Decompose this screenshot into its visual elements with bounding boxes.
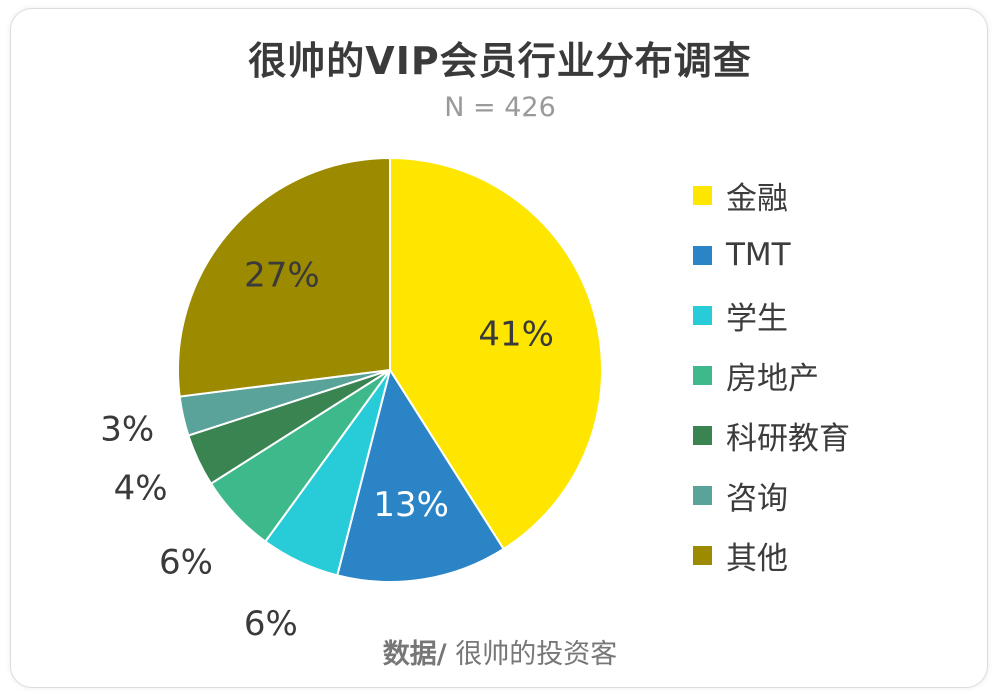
pie-label-tmt: 13% xyxy=(373,485,449,525)
legend-swatch xyxy=(693,545,712,565)
legend-item-real-estate: 房地产 xyxy=(693,345,850,405)
legend-item-student: 学生 xyxy=(693,285,850,345)
legend-swatch xyxy=(693,185,712,205)
legend-label: 科研教育 xyxy=(726,420,850,457)
legend-swatch xyxy=(693,485,712,505)
pie-slice-finance xyxy=(389,156,604,551)
legend-item-other: 其他 xyxy=(693,525,850,585)
legend-label: 金融 xyxy=(726,180,788,217)
chart-subtitle: N = 426 xyxy=(444,92,556,123)
legend-label: 咨询 xyxy=(726,480,788,517)
source-note: 数据/ 很帅的投资客 xyxy=(0,632,1000,671)
legend-label: 房地产 xyxy=(726,360,819,397)
legend: 金融 TMT 学生 房地产 科研教育 咨询 其他 xyxy=(693,165,850,585)
legend-swatch xyxy=(693,245,712,265)
legend-label: TMT xyxy=(726,237,791,273)
pie-label-research-education: 4% xyxy=(114,468,168,508)
legend-swatch xyxy=(693,425,712,445)
pie-label-real-estate: 6% xyxy=(159,543,213,583)
legend-swatch xyxy=(693,365,712,385)
chart-title: 很帅的VIP会员行业分布调查 xyxy=(248,39,752,83)
source-text: 很帅的投资客 xyxy=(446,639,618,670)
legend-item-tmt: TMT xyxy=(693,225,850,285)
pie-label-student: 6% xyxy=(244,604,298,644)
legend-swatch xyxy=(693,305,712,325)
legend-label: 学生 xyxy=(726,300,788,337)
legend-item-consulting: 咨询 xyxy=(693,465,850,525)
legend-item-finance: 金融 xyxy=(693,165,850,225)
source-prefix: 数据/ xyxy=(382,639,447,670)
legend-label: 其他 xyxy=(726,540,788,577)
pie-label-other: 27% xyxy=(244,256,320,296)
pie-slice-other xyxy=(177,156,391,398)
pie-label-finance: 41% xyxy=(478,314,554,354)
pie-slices xyxy=(177,156,604,583)
pie-labels: 41% 13% 6% 6% 4% 3% 27% xyxy=(100,256,554,645)
pie-slice-tmt xyxy=(336,367,505,583)
pie-label-consulting: 3% xyxy=(100,410,154,450)
legend-item-research-education: 科研教育 xyxy=(693,405,850,465)
